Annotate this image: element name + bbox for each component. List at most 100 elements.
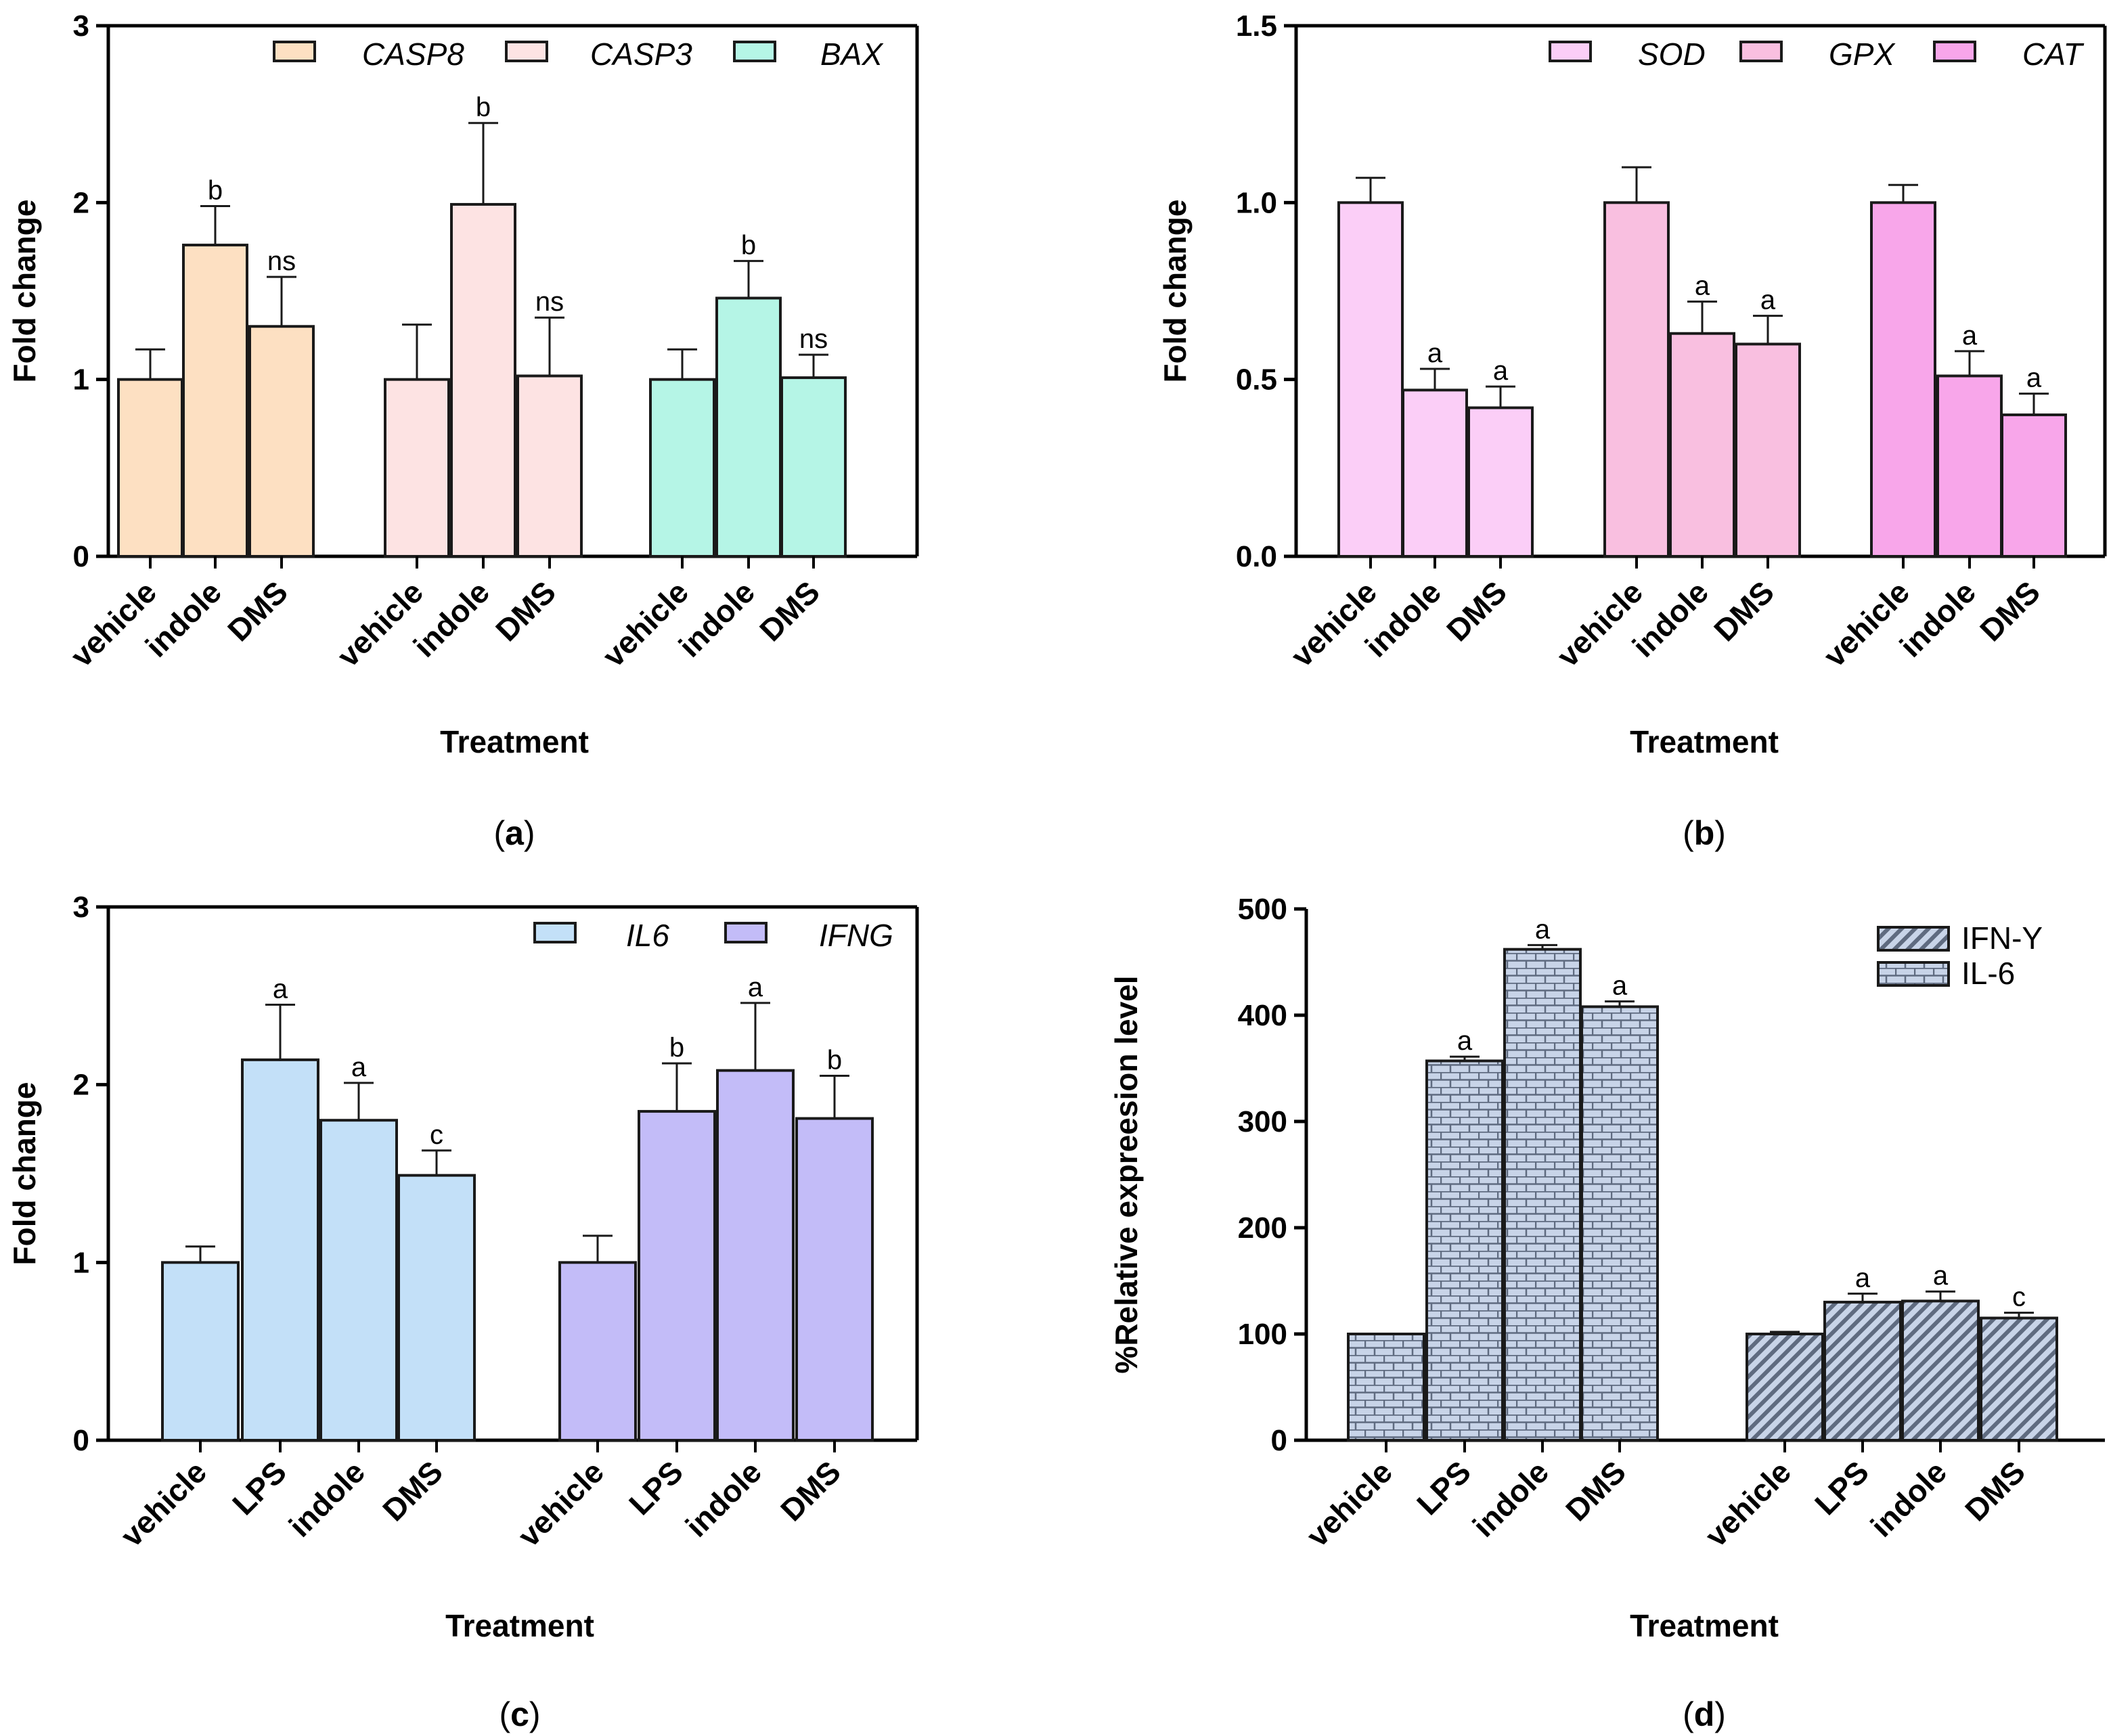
significance-label: ns <box>267 246 296 276</box>
significance-label: a <box>351 1052 367 1082</box>
y-tick-label: 0 <box>73 540 89 573</box>
y-tick-label: 0 <box>1271 1424 1287 1457</box>
bar-IL-6-vehicle <box>1347 1333 1425 1442</box>
bar-IFN-Y-DMS <box>1980 1316 2058 1442</box>
legend-swatch-SOD <box>1549 41 1592 62</box>
category-label: indole <box>1893 574 1983 664</box>
bar-GPX-DMS <box>1735 342 1801 558</box>
category-label: vehicle <box>596 574 695 673</box>
panel-c-chart: 0 1 2 3 Fold change vehicle a LPS a indole c DMS veh… <box>7 891 919 1733</box>
category-label: DMS <box>1707 574 1781 648</box>
bar-IL6-LPS <box>241 1058 319 1442</box>
category-label: DMS <box>774 1454 847 1528</box>
legend-label-CAT: CAT <box>2022 37 2084 72</box>
y-tick-label: 1.5 <box>1236 9 1277 43</box>
significance-label: a <box>1493 356 1509 386</box>
category-label: LPS <box>1808 1454 1875 1521</box>
bar-GPX-indole <box>1669 332 1735 558</box>
significance-label: b <box>827 1046 842 1075</box>
significance-label: a <box>1457 1026 1473 1056</box>
bar-IL-6-indole <box>1503 948 1582 1442</box>
bar-IFNG-LPS <box>638 1110 716 1442</box>
category-label: vehicle <box>1299 1454 1399 1553</box>
category-label: indole <box>282 1454 372 1544</box>
legend-swatch-IFN-Y <box>1877 926 1950 952</box>
legend-label-GPX: GPX <box>1829 37 1896 72</box>
bar-CASP8-indole <box>182 244 248 558</box>
y-axis-title: Fold change <box>7 1082 42 1266</box>
significance-label: a <box>1427 338 1443 368</box>
legend-label-CASP3: CASP3 <box>590 37 692 72</box>
legend-swatch-IL6 <box>533 922 577 943</box>
bar-GPX-vehicle <box>1603 201 1670 558</box>
category-label: DMS <box>1440 574 1513 648</box>
category-label: DMS <box>221 574 294 648</box>
category-label: vehicle <box>511 1454 610 1553</box>
panel-letter: b <box>1694 814 1715 852</box>
category-label: DMS <box>1958 1454 2032 1528</box>
y-tick-label: 500 <box>1238 893 1287 926</box>
bar-IFN-Y-vehicle <box>1746 1333 1824 1442</box>
legend-label-IL-6: IL-6 <box>1961 956 2015 991</box>
significance-label: c <box>430 1120 443 1150</box>
y-tick-label: 2 <box>73 186 89 219</box>
category-label: DMS <box>1973 574 2047 648</box>
panel-label: (d) <box>1683 1695 1726 1733</box>
y-tick-label: 0 <box>73 1424 89 1457</box>
bar-CASP3-DMS <box>516 374 583 558</box>
panel-d-chart: 0 100 200 300 400 500 %Relative expreesion lev… <box>1109 893 2105 1733</box>
bar-CAT-indole <box>1936 374 2003 558</box>
significance-label: a <box>748 973 763 1002</box>
bar-IFNG-vehicle <box>558 1261 637 1442</box>
category-label: indole <box>1466 1454 1556 1544</box>
y-tick-label: 0.0 <box>1236 540 1277 573</box>
x-axis-title: Treatment <box>440 724 589 759</box>
bar-BAX-vehicle <box>649 378 715 558</box>
category-label: indole <box>672 574 762 664</box>
legend-swatch-CASP8 <box>273 41 316 62</box>
category-label: indole <box>407 574 497 664</box>
significance-label: a <box>273 974 288 1004</box>
category-label: DMS <box>376 1454 449 1528</box>
legend-label-SOD: SOD <box>1638 37 1706 72</box>
category-label: DMS <box>489 574 562 648</box>
significance-label: a <box>1612 971 1628 1001</box>
bar-SOD-indole <box>1402 388 1468 558</box>
category-label: LPS <box>622 1454 690 1521</box>
y-tick-label: 1 <box>73 363 89 397</box>
bar-SOD-DMS <box>1467 406 1534 558</box>
bar-IFNG-indole <box>716 1069 795 1442</box>
category-label: vehicle <box>1550 574 1649 673</box>
bar-IFN-Y-LPS <box>1823 1300 1902 1442</box>
legend-swatch-BAX <box>733 41 776 62</box>
legend-label-BAX: BAX <box>820 37 884 72</box>
bar-CASP3-vehicle <box>384 378 450 558</box>
y-axis-title: Fold change <box>1157 200 1193 383</box>
bar-IL-6-LPS <box>1425 1059 1504 1442</box>
bar-IL6-DMS <box>397 1174 476 1442</box>
significance-label: a <box>1962 321 1978 351</box>
bar-CASP3-indole <box>450 202 516 558</box>
legend-label-IFNG: IFNG <box>819 918 893 953</box>
legend-label-IFN-Y: IFN-Y <box>1961 920 2043 956</box>
significance-label: a <box>1855 1263 1871 1293</box>
significance-label: a <box>1933 1261 1949 1291</box>
bar-CASP8-vehicle <box>117 378 183 558</box>
category-label: vehicle <box>1284 574 1383 673</box>
panel-label: (b) <box>1683 814 1726 852</box>
y-tick-label: 2 <box>73 1069 89 1102</box>
legend-swatch-GPX <box>1739 41 1783 62</box>
significance-label: a <box>2026 363 2042 393</box>
category-label: indole <box>139 574 229 664</box>
significance-label: ns <box>799 324 828 354</box>
category-label: indole <box>679 1454 769 1544</box>
x-axis-title: Treatment <box>1630 724 1779 759</box>
category-label: DMS <box>1559 1454 1632 1528</box>
legend-label-IL6: IL6 <box>626 918 669 953</box>
x-axis-title: Treatment <box>1630 1608 1779 1643</box>
panel-letter: d <box>1694 1695 1715 1733</box>
bar-IL-6-DMS <box>1580 1005 1659 1442</box>
significance-label: a <box>1760 286 1776 315</box>
y-axis-title: Fold change <box>7 200 42 383</box>
